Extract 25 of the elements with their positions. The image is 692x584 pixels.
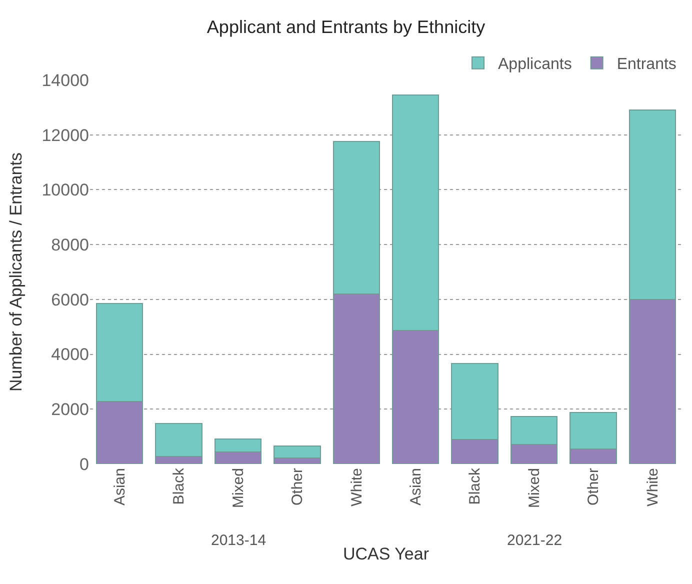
- y-tick-label: 2000: [51, 400, 89, 420]
- x-tick-label: Mixed: [230, 468, 247, 508]
- x-tick-label: Black: [170, 468, 188, 505]
- x-tick-label: Asian: [111, 468, 128, 506]
- x-tick-label: Mixed: [526, 468, 543, 508]
- y-tick-label: 6000: [51, 290, 89, 310]
- x-tick-label: Black: [466, 468, 484, 505]
- y-tick-label: 14000: [42, 70, 89, 90]
- x-axis-title: UCAS Year: [343, 544, 430, 564]
- y-axis-title: Number of Applicants / Entrants: [6, 152, 26, 392]
- y-tick-label: 10000: [42, 180, 89, 200]
- y-tick-label: 8000: [51, 236, 89, 255]
- y-tick-label: 12000: [42, 126, 89, 145]
- x-tick-label: Other: [585, 468, 602, 506]
- x-tick-label: White: [348, 468, 366, 506]
- y-tick-label: 0: [80, 454, 89, 474]
- y-tick-label: 4000: [51, 345, 89, 364]
- chart-title: Applicant and Entrants by Ethnicity: [206, 17, 486, 38]
- x-tick-label: White: [644, 468, 662, 506]
- text: 2021-22: [507, 532, 562, 549]
- legend-label: Entrants: [616, 56, 676, 74]
- legend-label: Applicants: [498, 56, 572, 74]
- text: 2013-14: [211, 532, 266, 549]
- x-tick-label: Asian: [407, 468, 424, 506]
- x-tick-label: Other: [289, 468, 306, 506]
